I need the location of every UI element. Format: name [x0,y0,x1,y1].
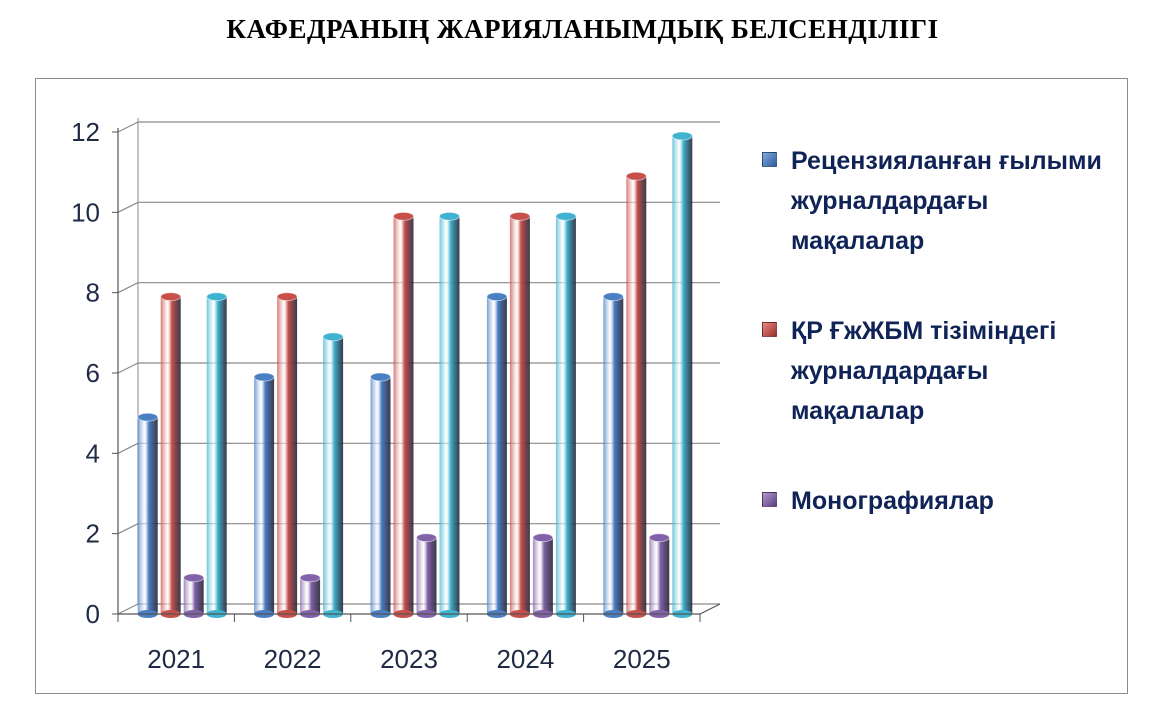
bar-cap [416,533,437,543]
bars-layer [137,131,693,618]
bar-cap [648,533,670,543]
x-tick-label-2022: 2022 [264,644,322,674]
bar-2024-series-3 [532,533,554,618]
bar-body [254,377,275,614]
bar-cap [276,292,298,302]
bar-body [509,216,530,615]
bar-body [555,216,576,615]
bar-body [672,136,693,614]
bar-cap [532,533,554,543]
bar-2021-series-1 [137,412,159,618]
bar-2025-series-1 [602,292,624,618]
bar-body [137,417,158,614]
bar-body [626,176,647,614]
bar-2021-series-2 [160,292,182,618]
bar-cap [370,372,391,382]
y-tick-label: 8 [86,278,100,308]
bar-body [206,296,227,614]
legend-swatch-series-2 [762,322,777,337]
bar-body [160,296,181,614]
gridline-side [117,201,139,213]
bar-2021-series-3 [183,573,205,618]
y-tick-label: 4 [86,438,100,468]
chart-frame [35,78,1128,694]
bar-cap [439,211,460,221]
legend-swatch-series-1 [762,152,777,167]
bar-2023-series-1 [370,372,391,618]
gridline-side [117,442,139,454]
bar-2024-series-4 [555,211,577,618]
bar-cap [555,211,577,221]
bar-body [486,296,507,614]
bar-body [183,577,204,614]
bar-2021-series-4 [206,292,228,618]
legend-swatch-series-3 [762,492,777,507]
bar-cap [486,292,508,302]
bar-cap [253,372,275,382]
x-axis-floor-edge [699,603,721,615]
bar-body [393,216,414,615]
bar-cap [671,131,693,141]
x-tick-label-2021: 2021 [147,644,205,674]
legend-label-series-2: ҚР ҒжЖБМ тізіміндегі журналдардағы мақал… [791,317,1057,425]
bar-body [416,537,437,614]
y-tick-label: 6 [86,358,100,388]
bar-2025-series-4 [671,131,693,618]
bar-2022-series-1 [253,372,275,618]
bar-cap [206,292,228,302]
bar-2022-series-4 [322,332,344,618]
bar-body [532,537,553,614]
bar-cap [137,412,159,422]
bar-2023-series-2 [393,211,414,618]
bar-cap [183,573,205,583]
legend-label-series-3: Монографиялар [791,487,994,515]
y-tick-label: 2 [86,519,100,549]
bar-cap [299,573,321,583]
bar-cap [509,211,531,221]
bar-cap [602,292,624,302]
gridline-side [117,523,139,535]
gridline-side [117,603,139,615]
bar-2024-series-2 [509,211,531,618]
bar-2022-series-2 [276,292,298,618]
y-tick-label: 0 [86,599,100,629]
bar-cap [393,211,414,221]
bar-2024-series-1 [486,292,508,618]
bar-2025-series-2 [625,171,647,618]
y-tick-label: 12 [71,117,100,147]
gridline-side [117,362,139,374]
bar-cap [322,332,344,342]
gridline-side [117,121,139,133]
chart-title: КАФЕДРАНЫҢ ЖАРИЯЛАНЫМДЫҚ БЕЛСЕНДІЛІГІ [226,14,939,44]
bar-cap [160,292,182,302]
legend-label-series-1: Рецензияланған ғылыми журналдардағы мақа… [791,147,1102,255]
bar-cap [625,171,647,181]
bar-body [439,216,460,615]
bar-body [300,577,321,614]
x-tick-label-2024: 2024 [496,644,554,674]
gridline-side [117,282,139,294]
bar-body [603,296,624,614]
bar-body [277,296,298,614]
bar-body [370,377,391,614]
bar-2022-series-3 [299,573,321,618]
bar-2025-series-3 [648,533,670,618]
x-tick-label-2023: 2023 [380,644,438,674]
y-tick-label: 10 [71,197,100,227]
axis-layer: 0 2 4 6 8 10 12 2021 2022 2023 2024 2025 [71,117,721,674]
bar-body [649,537,670,614]
bar-2023-series-3 [416,533,437,618]
bar-2023-series-4 [439,211,460,618]
bar-body [323,336,344,614]
x-tick-label-2025: 2025 [613,644,671,674]
